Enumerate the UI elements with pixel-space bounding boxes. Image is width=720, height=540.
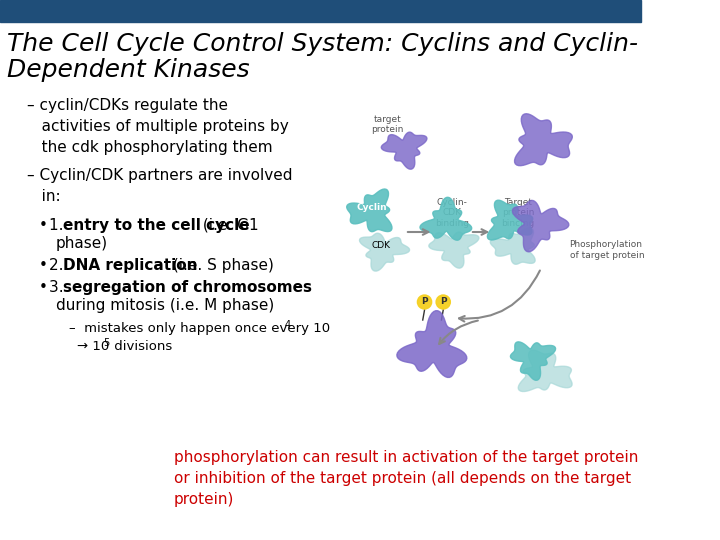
Text: –  mistakes only happen once every 10: – mistakes only happen once every 10 <box>69 322 330 335</box>
Polygon shape <box>487 200 533 240</box>
Text: entry to the cell cycle: entry to the cell cycle <box>63 218 250 233</box>
Text: •: • <box>38 218 47 233</box>
Text: DNA replication: DNA replication <box>63 258 198 273</box>
Text: Dependent Kinases: Dependent Kinases <box>7 58 250 82</box>
Polygon shape <box>513 200 569 252</box>
Text: (i.e. G1: (i.e. G1 <box>199 218 259 233</box>
Text: phosphorylation can result in activation of the target protein
or inhibition of : phosphorylation can result in activation… <box>174 450 638 507</box>
Text: Target
protein
bincing: Target protein bincing <box>501 198 535 228</box>
Polygon shape <box>397 310 467 377</box>
Polygon shape <box>515 114 572 166</box>
Text: •: • <box>38 280 47 295</box>
Text: Cyclin-
CDK
binding: Cyclin- CDK binding <box>435 198 469 228</box>
Text: – Cyclin/CDK partners are involved
   in:: – Cyclin/CDK partners are involved in: <box>27 168 292 204</box>
Text: CDK: CDK <box>372 240 390 249</box>
Polygon shape <box>429 232 479 268</box>
Text: 4: 4 <box>285 320 291 330</box>
Text: The Cell Cycle Control System: Cyclins and Cyclin-: The Cell Cycle Control System: Cyclins a… <box>7 32 638 56</box>
Text: divisions: divisions <box>110 340 173 353</box>
Text: P: P <box>440 298 446 307</box>
Text: – cyclin/CDKs regulate the
   activities of multiple proteins by
   the cdk phos: – cyclin/CDKs regulate the activities of… <box>27 98 289 155</box>
Ellipse shape <box>436 295 450 309</box>
Text: → 10: → 10 <box>76 340 109 353</box>
Polygon shape <box>347 189 392 232</box>
Text: 3.: 3. <box>49 280 68 295</box>
Polygon shape <box>510 342 556 380</box>
Text: •: • <box>38 258 47 273</box>
Polygon shape <box>490 228 535 264</box>
Text: 1.: 1. <box>49 218 68 233</box>
Ellipse shape <box>418 295 432 309</box>
Bar <box>0 0 641 22</box>
Text: P: P <box>421 298 428 307</box>
Text: 2.: 2. <box>49 258 68 273</box>
Polygon shape <box>382 132 427 169</box>
Text: Phosphorylation
of target protein: Phosphorylation of target protein <box>570 240 644 260</box>
Text: phase): phase) <box>56 236 108 251</box>
Text: target
protein: target protein <box>371 115 403 134</box>
Text: segregation of chromosomes: segregation of chromosomes <box>63 280 312 295</box>
Text: (i.e. S phase): (i.e. S phase) <box>168 258 274 273</box>
Polygon shape <box>359 233 410 271</box>
Polygon shape <box>420 197 472 240</box>
Polygon shape <box>518 350 572 392</box>
Text: during mitosis (i.e. M phase): during mitosis (i.e. M phase) <box>56 298 274 313</box>
Text: 5: 5 <box>103 338 109 348</box>
Text: Cyclin: Cyclin <box>356 204 387 213</box>
